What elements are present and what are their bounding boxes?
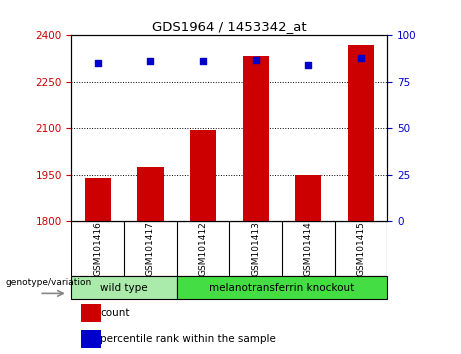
Bar [348,45,374,221]
Point [305,62,312,68]
Text: wild type: wild type [100,282,148,293]
Text: melanotransferrin knockout: melanotransferrin knockout [209,282,355,293]
Text: GSM101413: GSM101413 [251,221,260,276]
Bar [177,276,387,299]
Bar [137,167,164,221]
Point [94,61,101,66]
Bar [295,175,321,221]
Text: count: count [100,308,130,318]
Point [147,58,154,64]
Bar [85,178,111,221]
Title: GDS1964 / 1453342_at: GDS1964 / 1453342_at [152,20,307,33]
Point [199,58,207,64]
Text: GSM101414: GSM101414 [304,221,313,276]
Text: GSM101415: GSM101415 [356,221,366,276]
Text: GSM101417: GSM101417 [146,221,155,276]
Bar [81,330,101,348]
Text: GSM101416: GSM101416 [93,221,102,276]
Text: percentile rank within the sample: percentile rank within the sample [100,334,276,344]
Point [252,57,260,62]
Bar [81,304,101,322]
Bar [190,131,216,221]
Text: genotype/variation: genotype/variation [6,278,92,287]
Point [357,55,365,61]
Bar [71,276,177,299]
Text: GSM101412: GSM101412 [199,221,207,276]
Bar [242,56,269,221]
